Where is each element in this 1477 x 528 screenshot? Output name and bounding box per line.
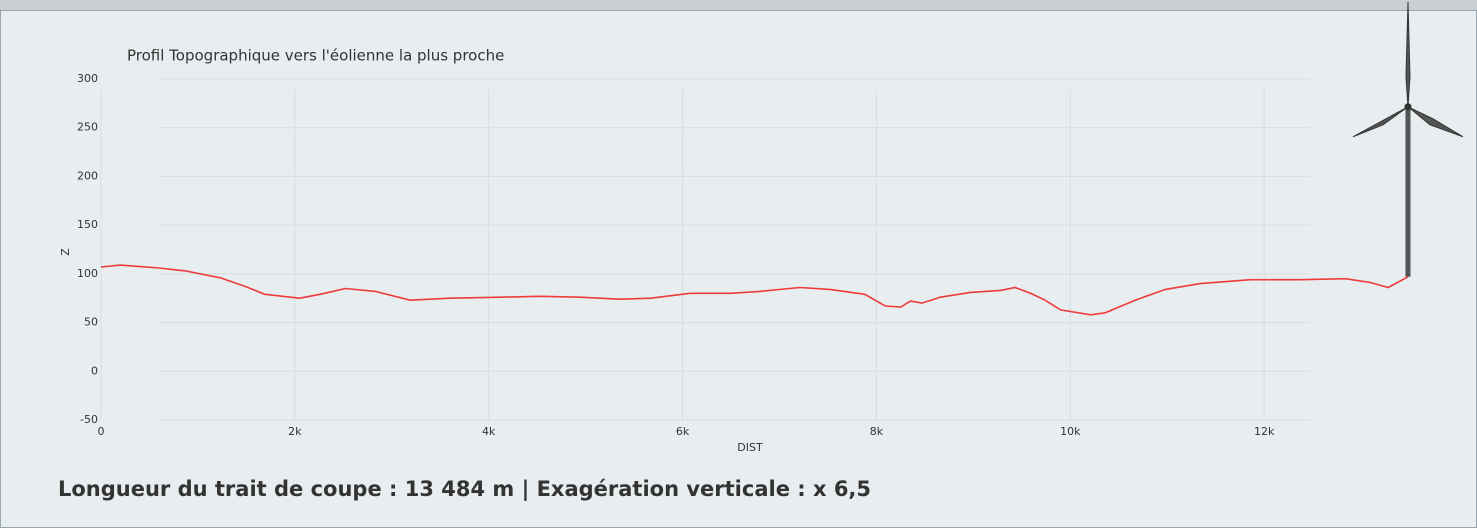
x-tick-label: 8k	[870, 425, 884, 438]
y-tick-label: 0	[91, 364, 98, 377]
y-axis-title: Z	[59, 248, 72, 256]
profile-line	[100, 264, 1409, 316]
panel	[0, 10, 1477, 528]
turbine-icon	[1352, 1, 1464, 277]
y-tick-label: 150	[77, 218, 98, 231]
footer: Longueur du trait de coupe : 13 484 m | …	[58, 477, 871, 502]
x-tick-label: 6k	[676, 425, 690, 438]
y-tick-label: -50	[80, 413, 98, 426]
y-tick-label: 300	[77, 72, 98, 85]
chart-title: Profil Topographique vers l'éolienne la …	[127, 47, 504, 65]
grid	[100, 78, 1310, 421]
x-tick-label: 0	[98, 425, 105, 438]
y-tick-label: 50	[84, 316, 98, 329]
y-tick-label: 100	[77, 267, 98, 280]
y-tick-label: 200	[77, 169, 98, 182]
x-axis-title: DIST	[737, 441, 763, 454]
map-strip	[0, 0, 1477, 10]
x-tick-label: 2k	[288, 425, 302, 438]
x-tick-label: 4k	[482, 425, 496, 438]
y-tick-label: 250	[77, 121, 98, 134]
x-tick-label: 12k	[1254, 425, 1275, 438]
x-tick-label: 10k	[1060, 425, 1081, 438]
